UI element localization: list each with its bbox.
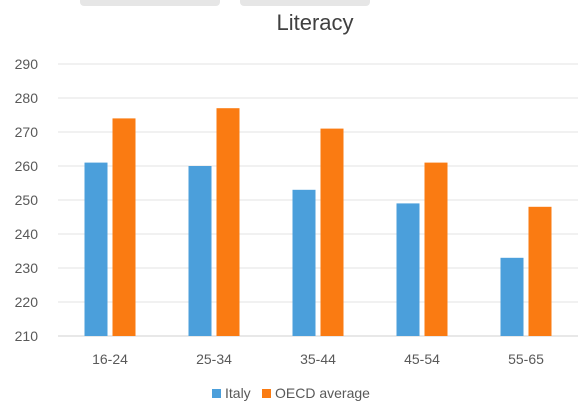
legend: Italy OECD average bbox=[212, 385, 370, 401]
chart-title: Literacy bbox=[276, 10, 353, 35]
legend-label: OECD average bbox=[275, 385, 370, 401]
bar-italy bbox=[84, 162, 108, 336]
top-strip-right bbox=[240, 0, 370, 6]
x-tick-label: 25-34 bbox=[196, 351, 232, 367]
bar-italy bbox=[292, 189, 316, 336]
legend-swatch bbox=[262, 389, 271, 398]
legend-swatch bbox=[212, 389, 221, 398]
bar-oecd-average bbox=[216, 108, 240, 336]
x-tick-label: 16-24 bbox=[92, 351, 128, 367]
bar-italy bbox=[500, 257, 524, 336]
y-tick-label: 210 bbox=[15, 328, 39, 344]
bar-oecd-average bbox=[320, 128, 344, 336]
y-tick-label: 230 bbox=[15, 260, 39, 276]
y-tick-label: 280 bbox=[15, 90, 39, 106]
gridlines bbox=[58, 63, 578, 337]
y-tick-label: 240 bbox=[15, 226, 39, 242]
y-tick-label: 220 bbox=[15, 294, 39, 310]
top-strip-left bbox=[80, 0, 220, 6]
y-tick-label: 260 bbox=[15, 158, 39, 174]
bars bbox=[84, 108, 552, 337]
x-axis-ticks: 16-24 25-34 35-44 45-54 55-65 bbox=[92, 351, 544, 367]
bar-italy bbox=[188, 166, 212, 336]
legend-label: Italy bbox=[225, 385, 251, 401]
y-tick-label: 270 bbox=[15, 124, 39, 140]
y-axis-ticks: 210 220 230 240 250 260 270 280 290 bbox=[15, 56, 39, 344]
x-tick-label: 55-65 bbox=[508, 351, 544, 367]
x-tick-label: 35-44 bbox=[300, 351, 336, 367]
bar-italy bbox=[396, 203, 420, 336]
x-tick-label: 45-54 bbox=[404, 351, 440, 367]
y-tick-label: 250 bbox=[15, 192, 39, 208]
bar-oecd-average bbox=[528, 206, 552, 336]
bar-oecd-average bbox=[424, 162, 448, 336]
y-tick-label: 290 bbox=[15, 56, 39, 72]
bar-oecd-average bbox=[112, 118, 136, 337]
